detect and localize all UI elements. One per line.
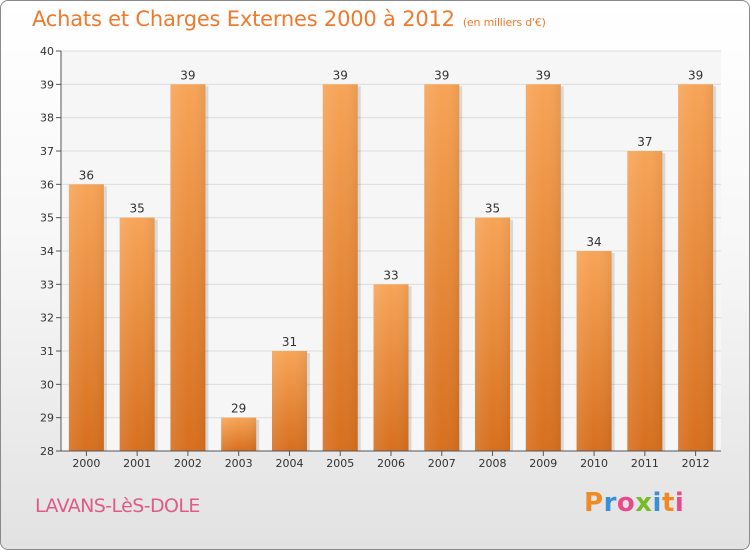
logo-letter: o: [616, 488, 636, 518]
bar-value-label: 37: [637, 135, 652, 149]
bar-value-label: 39: [180, 68, 195, 82]
bar-value-label: 34: [586, 235, 601, 249]
x-tick-label: 2010: [580, 457, 608, 470]
y-tick-label: 40: [40, 45, 54, 58]
bar-value-label: 29: [231, 402, 246, 416]
y-tick-label: 36: [40, 178, 54, 191]
x-tick-label: 2003: [225, 457, 253, 470]
y-tick-label: 38: [40, 112, 54, 125]
bar-value-label: 39: [333, 68, 348, 82]
bar-shine: [170, 84, 206, 451]
bar-shine: [271, 351, 307, 451]
logo-letter: P: [584, 488, 604, 518]
y-tick-label: 29: [40, 412, 54, 425]
x-tick-label: 2002: [174, 457, 202, 470]
logo-letter: i: [652, 488, 662, 518]
chart-subtitle: (en milliers d'€): [462, 16, 546, 29]
y-tick-label: 34: [40, 245, 54, 258]
y-tick-label: 31: [40, 345, 54, 358]
y-tick-label: 32: [40, 312, 54, 325]
y-tick-label: 35: [40, 212, 54, 225]
y-tick-label: 33: [40, 278, 54, 291]
x-tick-label: 2008: [479, 457, 507, 470]
bar-shine: [424, 84, 460, 451]
bar-shine: [68, 184, 104, 452]
proxiti-logo: Proxiti: [584, 488, 684, 518]
bar-shine: [373, 284, 409, 451]
x-tick-label: 2004: [275, 457, 303, 470]
bar-value-label: 39: [688, 68, 703, 82]
x-tick-label: 2011: [631, 457, 659, 470]
bar-shine: [221, 417, 257, 451]
bar-value-label: 39: [536, 68, 551, 82]
x-tick-label: 2001: [123, 457, 151, 470]
commune-name: LAVANS-LèS-DOLE: [35, 495, 200, 517]
bar-value-label: 36: [79, 168, 94, 182]
bar-value-label: 35: [130, 202, 145, 216]
bar-value-label: 35: [485, 202, 500, 216]
x-tick-label: 2000: [72, 457, 100, 470]
y-tick-label: 30: [40, 378, 54, 391]
bar-shine: [627, 151, 663, 451]
x-tick-label: 2006: [377, 457, 405, 470]
bar-shine: [576, 251, 612, 451]
x-tick-label: 2012: [682, 457, 710, 470]
bar-shine: [525, 84, 561, 451]
y-tick-label: 39: [40, 78, 54, 91]
bar-value-label: 31: [282, 335, 297, 349]
x-tick-label: 2005: [326, 457, 354, 470]
logo-letter: i: [674, 488, 685, 518]
x-tick-label: 2009: [529, 457, 557, 470]
chart-title: Achats et Charges Externes 2000 à 2012 (e…: [32, 7, 546, 31]
bar-shine: [475, 217, 511, 451]
bar-value-label: 33: [383, 268, 398, 282]
logo-letter: t: [661, 488, 675, 518]
bar-shine: [119, 217, 155, 451]
bar-shine: [678, 84, 714, 451]
y-tick-label: 28: [40, 445, 54, 458]
bar-shine: [322, 84, 358, 451]
y-tick-label: 37: [40, 145, 54, 158]
x-tick-label: 2007: [428, 457, 456, 470]
logo-letter: r: [603, 488, 617, 518]
logo-letter: x: [635, 488, 653, 518]
bar-value-label: 39: [434, 68, 449, 82]
